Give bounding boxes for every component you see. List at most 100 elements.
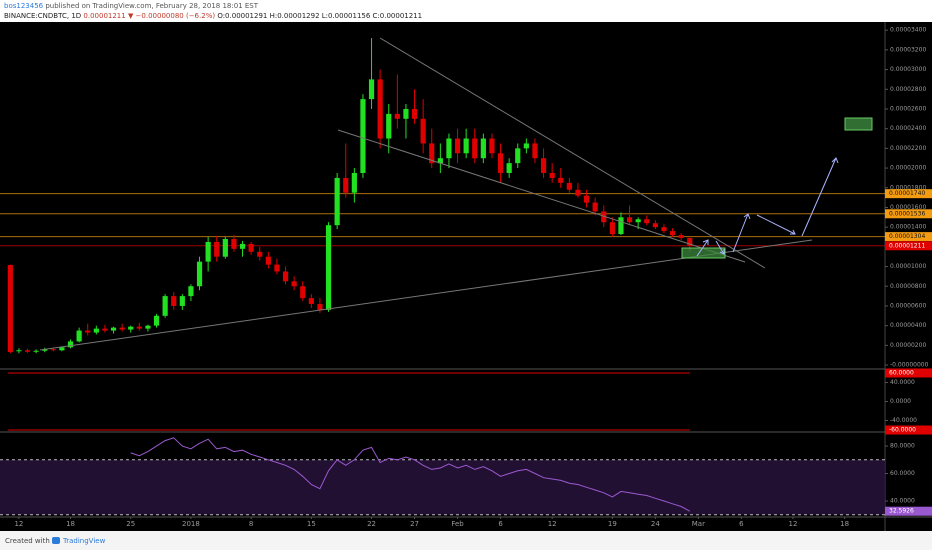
candle-body [635, 219, 641, 223]
y-tick-label: 60.0000 [890, 470, 915, 477]
value-tag-label: 0.00001740 [889, 190, 925, 197]
published: published on TradingView.com, February 2… [45, 2, 258, 10]
candle-body [136, 326, 142, 329]
candle-body [515, 148, 521, 164]
y-tick-label: -0.00000000 [890, 362, 929, 369]
candle-body [171, 296, 177, 306]
x-tick-label: 25 [126, 520, 135, 528]
y-tick-label: 0.00000400 [890, 322, 926, 329]
candle-body [231, 238, 237, 249]
candle-body [265, 256, 271, 265]
arrow-head [702, 239, 709, 245]
candle-body [523, 143, 529, 149]
candle-body [558, 177, 564, 183]
y-tick-label: 0.00002400 [890, 125, 926, 132]
x-tick-label: 19 [608, 520, 617, 528]
value-tag [885, 368, 932, 378]
candle-body [239, 243, 246, 249]
candle-body [592, 202, 598, 212]
x-tick-label: 6 [739, 520, 744, 528]
y-tick-label: 0.00003400 [890, 27, 926, 34]
y-tick-label: 0.00002200 [890, 145, 926, 152]
x-tick-label: 27 [410, 520, 419, 528]
candle-body [626, 217, 633, 223]
y-tick-label: -40.0000 [890, 417, 917, 424]
y-tick-label: 0.00000800 [890, 283, 926, 290]
chart-bg [0, 22, 932, 531]
axis-labels: 0.00003400 0.00003200 0.00003000 0.00002800… [14, 27, 932, 528]
rsi-line [130, 437, 691, 512]
trend-line [337, 129, 746, 263]
candle-body [325, 225, 332, 310]
candle-body [42, 349, 48, 351]
candle-body [454, 138, 461, 154]
candle-body [7, 265, 13, 353]
candle-body [179, 296, 185, 306]
x-tick-label: 6 [498, 520, 503, 528]
candle-body [248, 243, 254, 252]
x-tick-label: 8 [249, 520, 253, 528]
arrow [696, 239, 709, 257]
candle-body [549, 172, 555, 178]
arrow-head [743, 213, 751, 220]
candle-body [59, 347, 65, 351]
symbol: BINANCE:CNDBTC, 1D [4, 12, 81, 20]
change: ▼ −0.00000080 (−6.2%) [128, 12, 215, 20]
candle-body [583, 195, 590, 203]
x-tick-label: 24 [651, 520, 660, 528]
value-tag [885, 232, 932, 242]
target-box [681, 247, 726, 259]
candle-body [429, 143, 435, 164]
candle-body [282, 271, 289, 282]
candle-body [351, 172, 357, 193]
candle-body [609, 222, 615, 235]
y-tick-label: 0.00001800 [890, 184, 926, 191]
arrow [801, 157, 837, 237]
y-tick-label: 80.0000 [890, 443, 915, 450]
author[interactable]: bos123456 [4, 2, 44, 10]
value-tag-label: 32.5926 [889, 508, 914, 515]
x-tick-label: 12 [14, 520, 23, 528]
header-line-1: bos123456 published on TradingView.com, … [4, 2, 259, 10]
candle-body [652, 223, 658, 228]
candle-body [360, 99, 366, 173]
value-tag-label: 60.0000 [889, 369, 914, 376]
x-tick-label: 15 [307, 520, 316, 528]
candle-body [377, 79, 383, 139]
candle-body [489, 138, 495, 154]
candle-body [532, 143, 538, 159]
target-box [844, 117, 873, 131]
candle-body [274, 264, 280, 272]
candle-body [446, 138, 452, 159]
candle-body [16, 350, 22, 352]
y-tick-label: 0.00002000 [890, 165, 926, 172]
candle-body [257, 251, 263, 257]
candle-body [102, 328, 108, 331]
candle-body [153, 315, 160, 326]
trend-line [379, 37, 766, 269]
candle-body [119, 327, 125, 330]
candle-body [403, 108, 409, 119]
candle-body [368, 79, 375, 100]
candle-body [162, 296, 168, 316]
candle-body [188, 286, 194, 297]
value-tag [885, 506, 932, 516]
candle-body [411, 108, 418, 119]
candle-body [480, 138, 486, 159]
value-tag [885, 425, 932, 435]
drawings [39, 37, 873, 351]
footer-brand[interactable]: TradingView [62, 537, 106, 545]
candle-body [33, 350, 39, 352]
y-tick-label: 0.00003000 [890, 66, 926, 73]
candle-body [317, 303, 323, 310]
candle-body [463, 138, 469, 154]
candle-body [540, 158, 547, 173]
arrow [756, 214, 796, 235]
candle-body [67, 341, 74, 348]
arrow-head [831, 157, 839, 164]
y-tick-label: 0.00001400 [890, 224, 926, 231]
candle-body [343, 177, 349, 193]
ohlc: O:0.00001291 H:0.00001292 L:0.00001156 C… [217, 12, 422, 20]
candle-body [196, 261, 203, 287]
footer-logo [52, 537, 60, 544]
